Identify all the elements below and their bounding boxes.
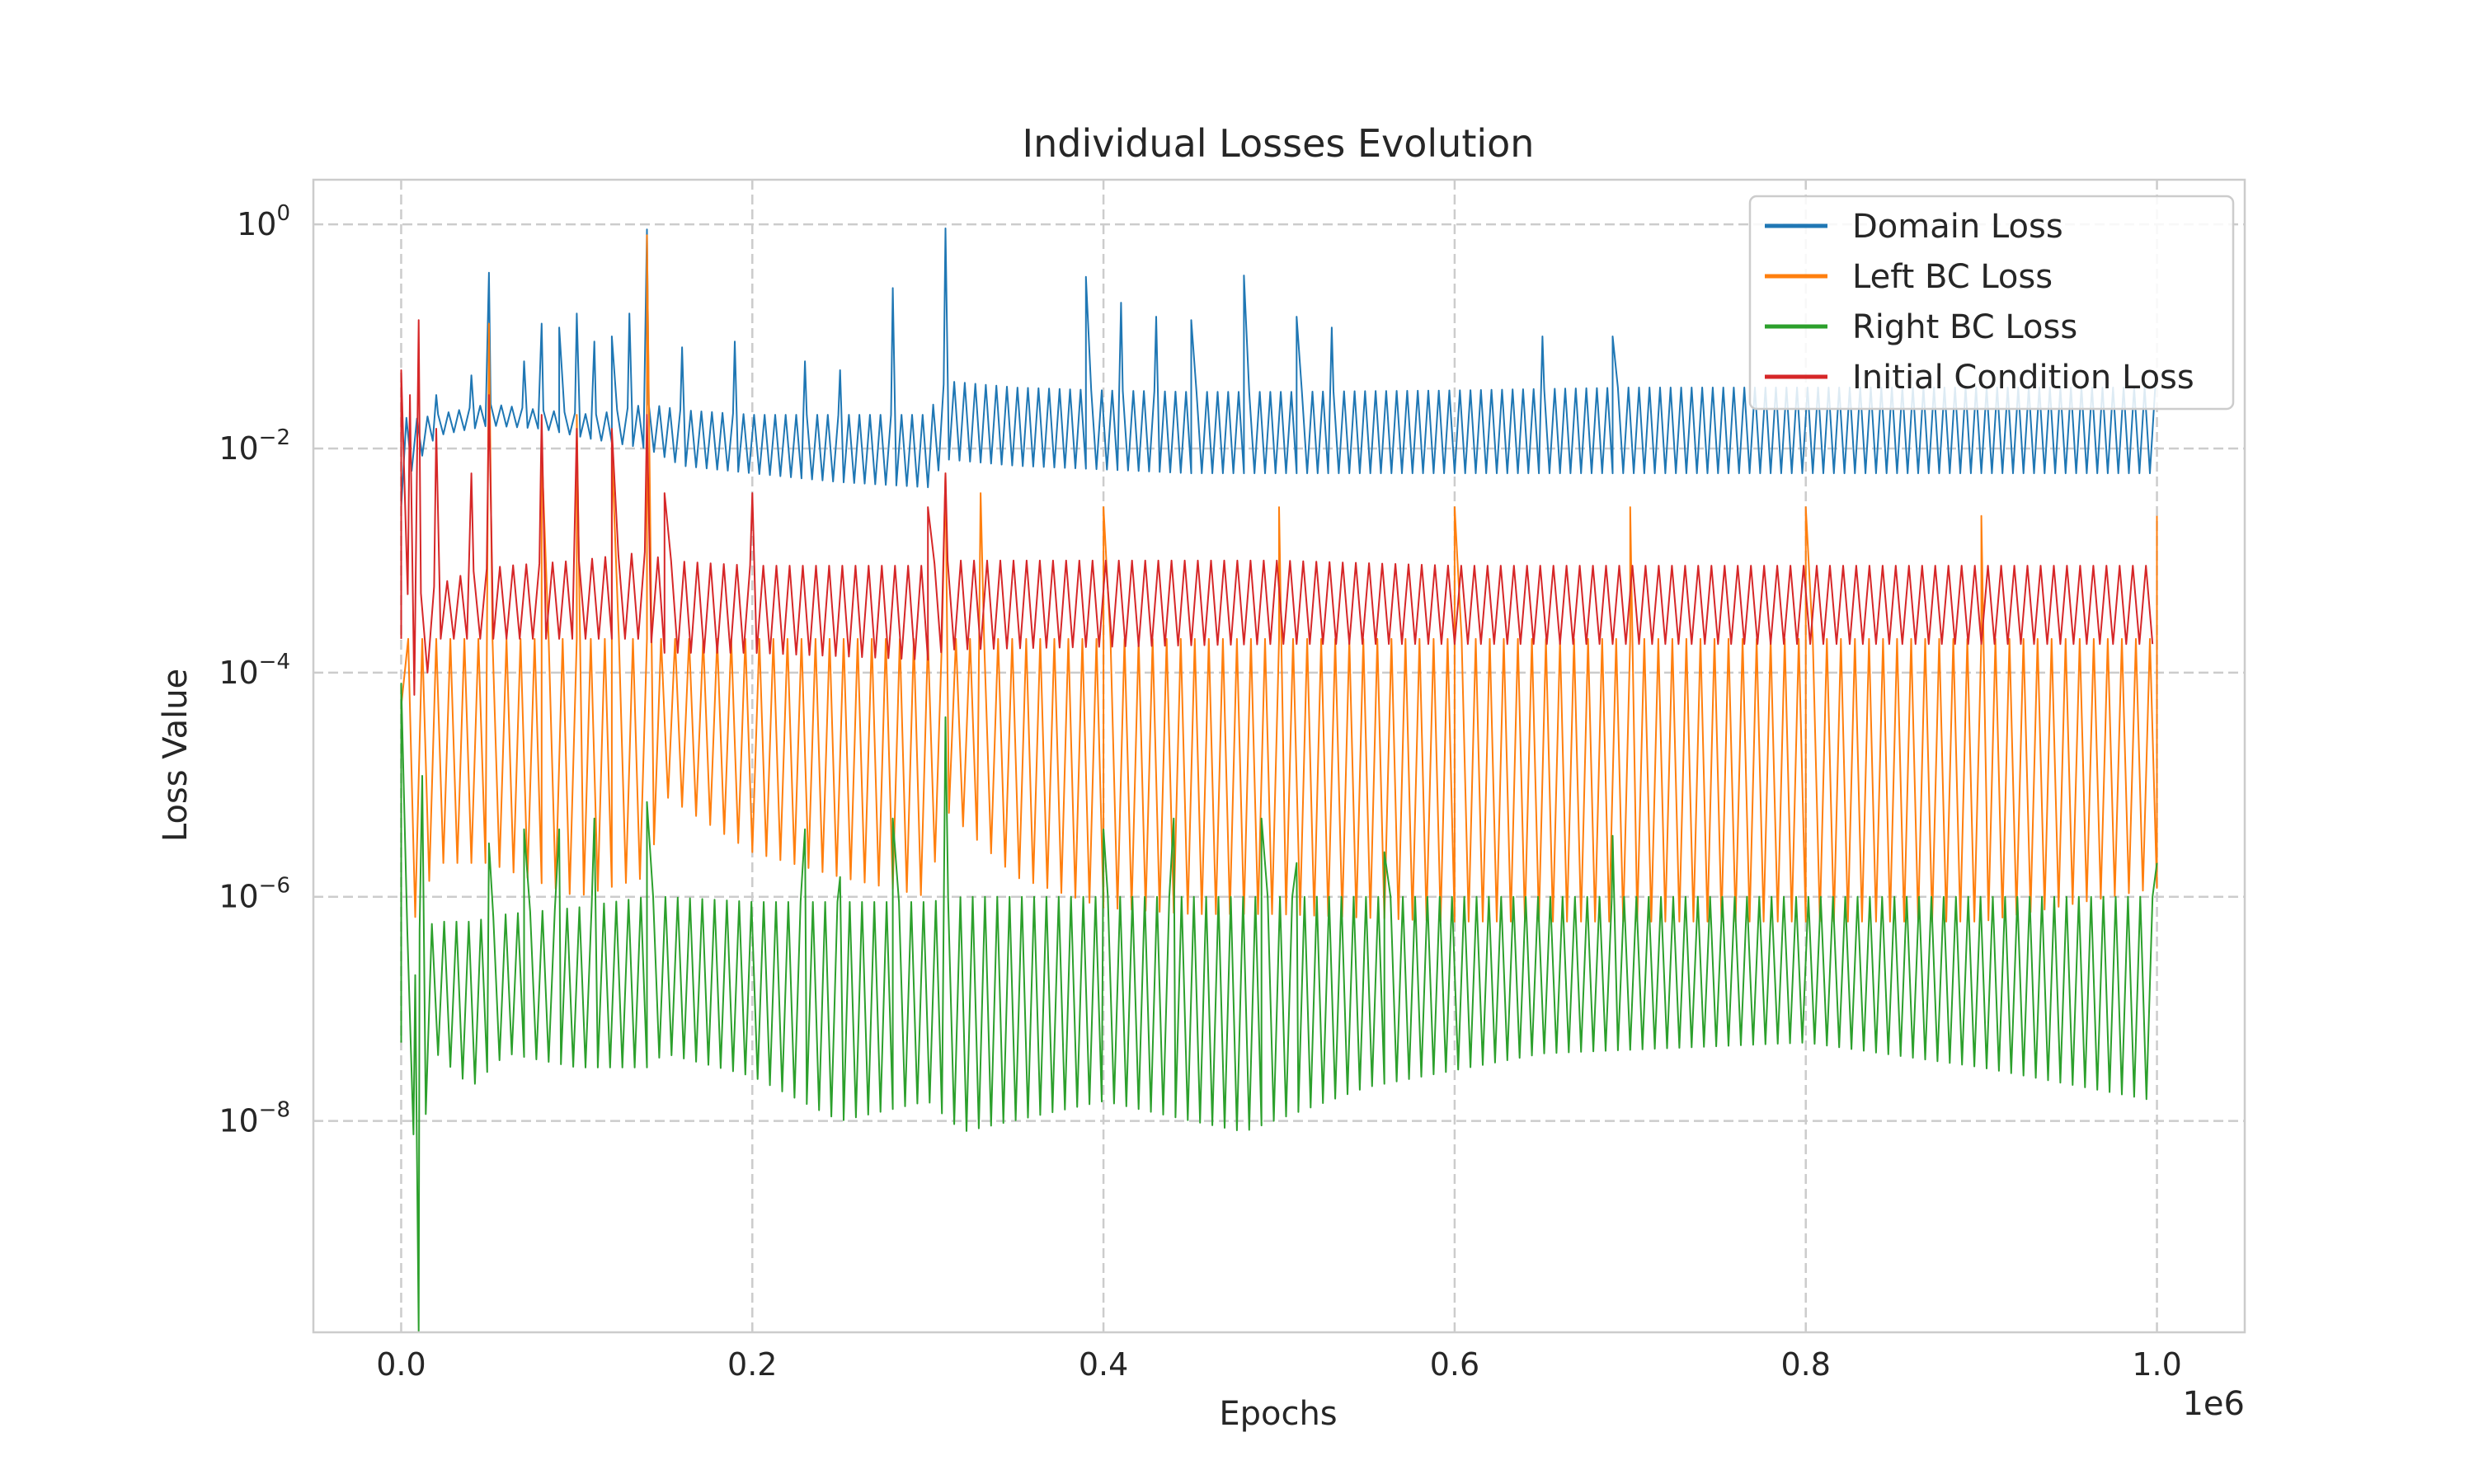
y-tick-label: 10−4 bbox=[219, 650, 290, 691]
y-tick-labels: 100 10−2 10−4 10−6 10−8 bbox=[219, 201, 290, 1139]
y-tick-label: 10−8 bbox=[219, 1098, 290, 1139]
chart-title: Individual Losses Evolution bbox=[1023, 121, 1535, 166]
y-axis-label: Loss Value bbox=[157, 669, 195, 842]
x-tick-label: 1.0 bbox=[2132, 1346, 2181, 1383]
series-line bbox=[400, 319, 2154, 696]
legend-item: Initial Condition Loss bbox=[1765, 359, 2194, 397]
legend-item: Domain Loss bbox=[1765, 208, 2063, 246]
legend-label: Initial Condition Loss bbox=[1852, 359, 2194, 397]
legend-item: Right BC Loss bbox=[1765, 308, 2077, 346]
y-tick-label: 10−2 bbox=[219, 425, 290, 467]
x-axis-offset-text: 1e6 bbox=[2182, 1385, 2245, 1423]
x-tick-label: 0.6 bbox=[1430, 1346, 1479, 1383]
x-tick-label: 0.4 bbox=[1079, 1346, 1128, 1383]
y-tick-label: 10−6 bbox=[219, 874, 290, 915]
series-initial-condition-loss bbox=[400, 319, 2154, 696]
y-tick-label: 100 bbox=[237, 201, 290, 242]
x-axis-label: Epochs bbox=[1219, 1395, 1337, 1433]
x-tick-label: 0.8 bbox=[1781, 1346, 1831, 1383]
plot-frame bbox=[312, 178, 2246, 1334]
x-tick-label: 0.2 bbox=[727, 1346, 777, 1383]
legend-box bbox=[1748, 195, 2235, 411]
series-line bbox=[400, 683, 2158, 1332]
series-line bbox=[400, 234, 2158, 923]
legend: Domain Loss Left BC Loss Right BC Loss Init… bbox=[1748, 195, 2235, 411]
legend-label: Left BC Loss bbox=[1852, 258, 2053, 296]
legend-label: Domain Loss bbox=[1852, 208, 2063, 246]
x-tick-label: 0.0 bbox=[376, 1346, 426, 1383]
legend-item: Left BC Loss bbox=[1765, 258, 2053, 296]
x-tick-labels: 0.0 0.2 0.4 0.6 0.8 1.0 bbox=[376, 1346, 2182, 1383]
legend-label: Right BC Loss bbox=[1852, 308, 2077, 346]
series-right-bc-loss bbox=[400, 683, 2158, 1332]
series-left-bc-loss bbox=[400, 234, 2158, 923]
